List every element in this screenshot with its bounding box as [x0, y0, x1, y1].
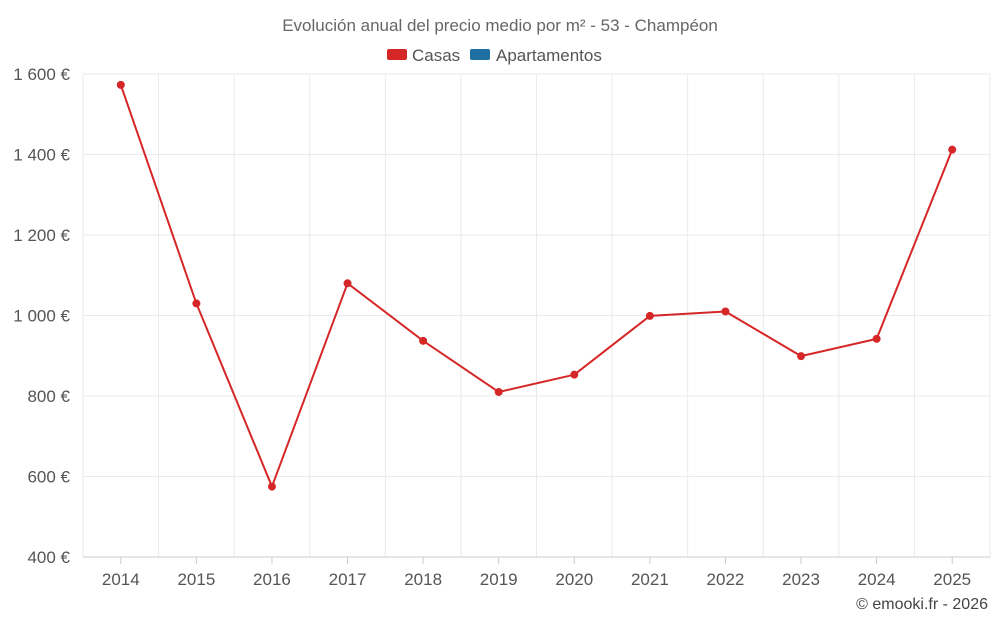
x-gridlines: [82, 74, 991, 557]
x-tick-label: 2021: [631, 570, 669, 589]
x-tick-label: 2025: [933, 570, 971, 589]
data-point[interactable]: [116, 80, 125, 89]
chart-title: Evolución anual del precio medio por m² …: [282, 16, 718, 35]
data-point[interactable]: [343, 279, 352, 288]
x-axis-ticks: 2014 2015 2016 2017 2018 2019 2020 2021 2022 2023…: [102, 557, 971, 589]
legend-label-casas: Casas: [412, 46, 460, 65]
x-tick-label: 2019: [480, 570, 518, 589]
y-tick-label: 1 400 €: [13, 146, 70, 165]
x-tick-label: 2016: [253, 570, 291, 589]
legend-swatch-casas: [387, 49, 407, 60]
y-axis-ticks: 400 € 600 € 800 € 1 000 € 1 200 € 1 400 € 1 60…: [13, 65, 70, 567]
data-point[interactable]: [494, 387, 503, 396]
data-point[interactable]: [948, 145, 957, 154]
data-point[interactable]: [570, 370, 579, 379]
data-point[interactable]: [645, 311, 654, 320]
legend-item-apartamentos[interactable]: Apartamentos: [470, 46, 602, 65]
legend-label-apartamentos: Apartamentos: [496, 46, 602, 65]
y-tick-label: 1 600 €: [13, 65, 70, 84]
y-tick-label: 1 200 €: [13, 226, 70, 245]
series-layer: [116, 80, 957, 491]
credit-text: © emooki.fr - 2026: [856, 596, 988, 613]
x-tick-label: 2014: [102, 570, 140, 589]
y-tick-label: 1 000 €: [13, 307, 70, 326]
data-point[interactable]: [721, 307, 730, 316]
data-point[interactable]: [192, 299, 201, 308]
x-tick-label: 2017: [329, 570, 367, 589]
legend-swatch-apartamentos: [470, 49, 490, 60]
x-tick-label: 2018: [404, 570, 442, 589]
x-tick-label: 2015: [177, 570, 215, 589]
data-point[interactable]: [267, 482, 276, 491]
data-point[interactable]: [419, 336, 428, 345]
legend-item-casas[interactable]: Casas: [387, 46, 460, 65]
x-tick-label: 2020: [555, 570, 593, 589]
x-tick-label: 2022: [707, 570, 745, 589]
data-point[interactable]: [872, 334, 881, 343]
series-line-casas: [119, 84, 954, 488]
x-tick-label: 2023: [782, 570, 820, 589]
y-tick-label: 600 €: [27, 468, 70, 487]
y-tick-label: 400 €: [27, 548, 70, 567]
data-point[interactable]: [797, 352, 806, 361]
x-tick-label: 2024: [858, 570, 896, 589]
legend: Casas Apartamentos: [387, 46, 602, 65]
y-tick-label: 800 €: [27, 387, 70, 406]
